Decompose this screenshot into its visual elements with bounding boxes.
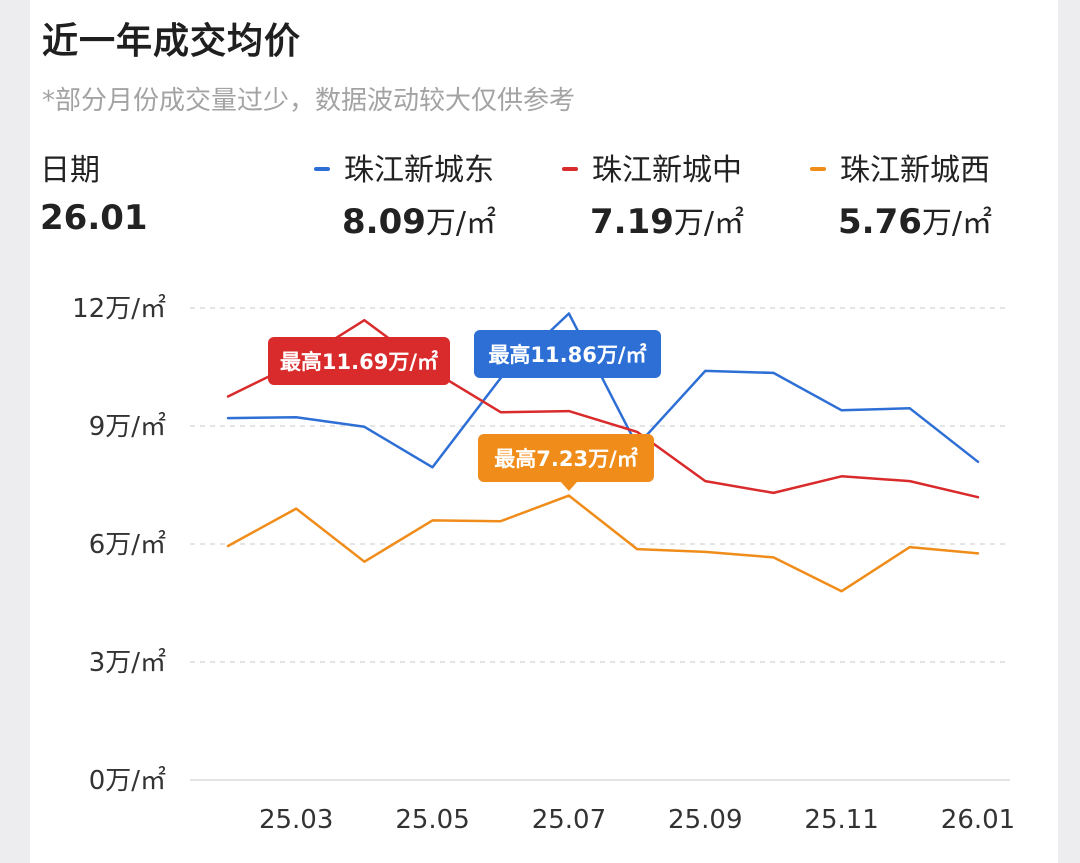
x-tick-label-5: 26.01 <box>941 805 1015 835</box>
y-tick-label-3: 9万/㎡ <box>89 412 166 442</box>
data-note: *部分月份成交量过少，数据波动较大仅供参考 <box>42 86 576 116</box>
y-tick-label-1: 3万/㎡ <box>89 648 166 678</box>
legend-item-east[interactable]: 珠江新城东 <box>314 145 494 189</box>
legend-value-east: 8.09万/㎡ <box>342 198 496 242</box>
chart-card <box>30 0 1058 863</box>
legend-number-east: 8.09 <box>342 202 426 242</box>
max-callout-label-0: 最高11.86万/㎡ <box>488 343 646 367</box>
legend-label-east: 珠江新城东 <box>344 153 494 188</box>
legend-label-central: 珠江新城中 <box>592 153 742 188</box>
legend-number-central: 7.19 <box>590 202 674 242</box>
legend-swatch-west <box>810 166 826 171</box>
x-tick-label-2: 25.07 <box>532 805 606 835</box>
legend-number-west: 5.76 <box>838 202 922 242</box>
legend-label-west: 珠江新城西 <box>840 153 990 188</box>
legend-unit-west: 万/㎡ <box>921 206 992 241</box>
legend-swatch-east <box>314 166 330 171</box>
date-value: 26.01 <box>40 198 148 238</box>
y-tick-label-4: 12万/㎡ <box>72 294 166 324</box>
x-tick-label-1: 25.05 <box>395 805 469 835</box>
legend-value-central: 7.19万/㎡ <box>590 198 744 242</box>
x-tick-label-0: 25.03 <box>259 805 333 835</box>
date-label: 日期 <box>40 153 100 188</box>
max-callout-bg-1 <box>268 337 450 385</box>
legend-unit-east: 万/㎡ <box>425 206 496 241</box>
x-tick-label-4: 25.11 <box>804 805 878 835</box>
x-tick-label-3: 25.09 <box>668 805 742 835</box>
max-callout-bg-2 <box>478 434 654 482</box>
legend-item-west[interactable]: 珠江新城西 <box>810 145 990 189</box>
legend-item-central[interactable]: 珠江新城中 <box>562 145 742 189</box>
legend-unit-central: 万/㎡ <box>673 206 744 241</box>
max-callout-pointer-2 <box>560 482 577 491</box>
max-callout-label-2: 最高7.23万/㎡ <box>494 447 637 471</box>
series-line-1[interactable] <box>226 318 980 499</box>
legend-swatch-central <box>562 166 578 171</box>
series-line-0[interactable] <box>226 312 980 469</box>
chart-title: 近一年成交均价 <box>42 21 302 62</box>
max-callout-bg-0 <box>474 330 661 378</box>
max-callout-label-1: 最高11.69万/㎡ <box>280 350 438 374</box>
y-tick-label-2: 6万/㎡ <box>89 530 166 560</box>
series-line-2[interactable] <box>226 494 980 593</box>
legend-value-west: 5.76万/㎡ <box>838 198 992 242</box>
y-tick-label-0: 0万/㎡ <box>89 766 166 796</box>
